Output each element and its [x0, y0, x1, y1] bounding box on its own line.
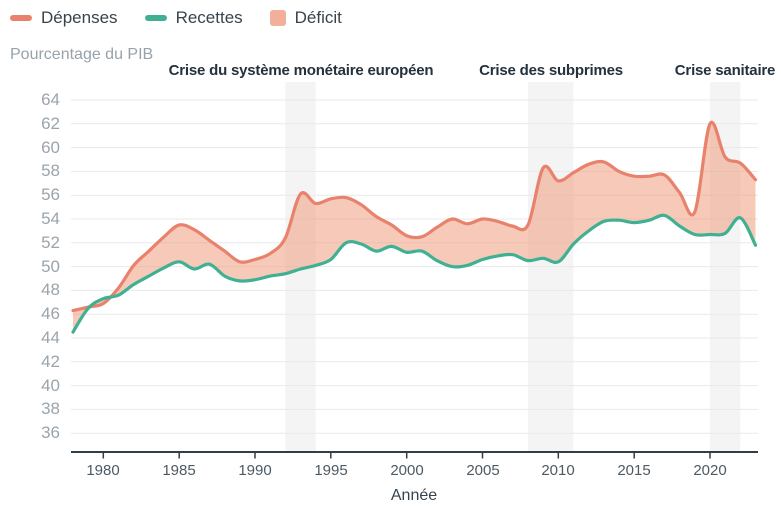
crisis-annotation-label: Crise des subprimes	[479, 62, 623, 79]
legend-item-recettes: Recettes	[144, 8, 243, 28]
y-tick-label: 52	[41, 233, 60, 252]
y-tick-label: 60	[41, 138, 60, 157]
y-tick-label: 58	[41, 161, 60, 180]
x-tick-label: 2000	[390, 462, 424, 479]
y-tick-label: 46	[41, 304, 60, 323]
depenses-line	[71, 120, 758, 313]
x-tick-label: 1995	[314, 462, 348, 479]
y-tick-label: 54	[41, 209, 60, 228]
legend-label-depenses: Dépenses	[41, 8, 118, 27]
legend-swatch-recettes-icon	[144, 15, 167, 21]
y-tick-label: 38	[41, 399, 60, 418]
y-tick-label: 36	[41, 423, 60, 442]
x-tick-label: 1990	[238, 462, 272, 479]
x-axis-title: Année	[390, 487, 438, 504]
legend: Dépenses Recettes Déficit	[10, 8, 342, 28]
y-tick-label: 56	[41, 185, 60, 204]
legend-swatch-depenses-icon	[10, 15, 32, 21]
y-axis-title: Pourcentage du PIB	[10, 46, 154, 63]
legend-label-recettes: Recettes	[175, 8, 243, 27]
legend-label-deficit: Déficit	[294, 8, 342, 27]
y-tick-label: 42	[41, 352, 60, 371]
y-tick-label: 64	[41, 90, 60, 109]
x-tick-label: 2020	[693, 462, 727, 479]
recettes-line	[71, 213, 758, 334]
y-tick-label: 44	[41, 328, 60, 347]
x-tick-label: 2010	[541, 462, 575, 479]
crisis-annotation-label: Crise du système monétaire européen	[168, 62, 434, 79]
x-tick-label: 2015	[617, 462, 651, 479]
crisis-annotation-label: Crise sanitaire	[674, 62, 776, 79]
x-tick-label: 1980	[86, 462, 120, 479]
y-tick-label: 48	[41, 280, 60, 299]
y-tick-label: 40	[41, 376, 60, 395]
y-tick-label: 50	[41, 257, 60, 276]
legend-item-depenses: Dépenses	[10, 8, 118, 28]
x-tick-label: 1985	[162, 462, 196, 479]
x-tick-label: 2005	[466, 462, 500, 479]
legend-item-deficit: Déficit	[269, 8, 342, 28]
y-tick-label: 62	[41, 114, 60, 133]
legend-swatch-deficit-icon	[269, 10, 286, 26]
